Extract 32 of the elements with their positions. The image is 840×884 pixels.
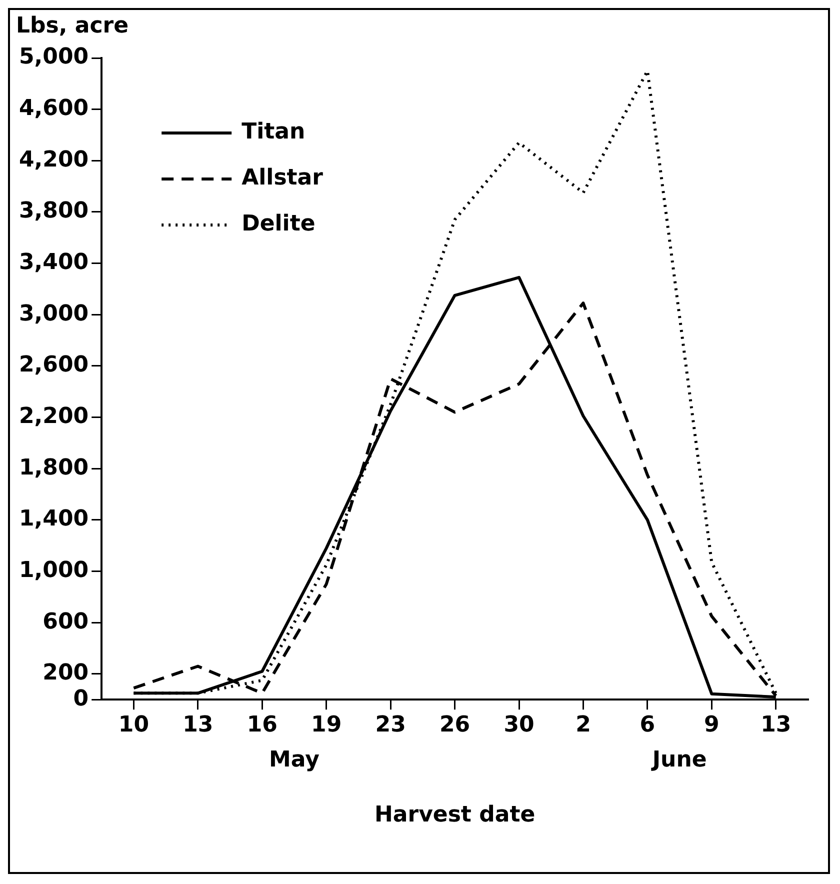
y-tick-label: 2,600 bbox=[18, 352, 89, 378]
y-tick-label: 0 bbox=[73, 686, 89, 712]
x-tick-label: 9 bbox=[704, 712, 720, 738]
text: June bbox=[650, 747, 707, 772]
y-tick-label: 3,000 bbox=[18, 301, 89, 326]
x-tick-label: 2 bbox=[576, 712, 591, 738]
x-tick-label: 19 bbox=[311, 712, 342, 738]
y-tick-label: 3,800 bbox=[18, 198, 89, 224]
y-tick-label: 5,000 bbox=[18, 44, 89, 70]
y-axis-title: Lbs, acre bbox=[16, 14, 129, 39]
y-tick-label: 1,400 bbox=[18, 506, 89, 532]
y-tick-label: 200 bbox=[42, 660, 89, 686]
x-tick-label: 30 bbox=[504, 712, 534, 738]
y-tick-label: 600 bbox=[42, 609, 89, 634]
x-tick-label: 23 bbox=[375, 712, 406, 738]
y-tick-label: 4,600 bbox=[18, 96, 89, 122]
x-tick-label: 16 bbox=[246, 712, 278, 738]
y-tick-label: 1,800 bbox=[18, 455, 89, 480]
x-axis-title: Harvest date bbox=[374, 802, 536, 828]
y-tick-label: 3,400 bbox=[18, 250, 89, 276]
legend-label: Delite bbox=[242, 212, 316, 237]
legend-label: Titan bbox=[242, 120, 306, 145]
text: May bbox=[269, 747, 320, 772]
y-tick-label: 1,000 bbox=[18, 558, 89, 583]
legend-label: Allstar bbox=[242, 166, 324, 191]
y-tick-label: 2,200 bbox=[18, 404, 89, 430]
y-tick-label: 4,200 bbox=[18, 147, 89, 172]
x-tick-label: 13 bbox=[182, 712, 214, 738]
x-tick-label: 13 bbox=[760, 712, 792, 738]
x-tick-label: 10 bbox=[118, 712, 150, 738]
x-tick-label: 26 bbox=[439, 712, 470, 738]
x-tick-label: 6 bbox=[640, 712, 656, 738]
